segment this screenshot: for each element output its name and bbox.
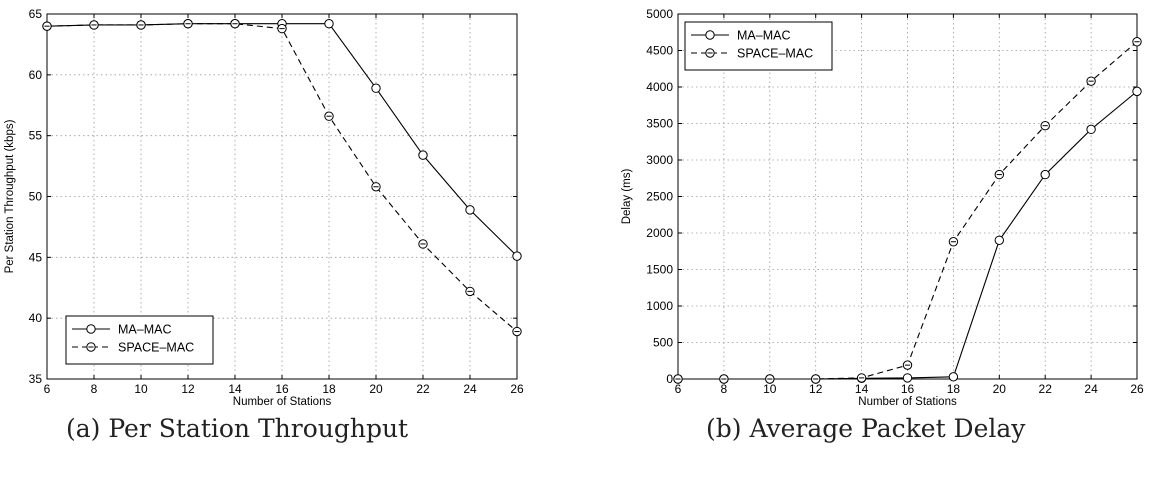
y-tick-label: 60 <box>29 68 43 82</box>
chart-caption: (a) Per Station Throughput <box>66 414 409 443</box>
chart-panel-throughput: 6 8 10 12 14 16 18 20 22 24 26 35 40 45 50 55 60 65 Number… <box>0 0 575 478</box>
legend-box <box>684 21 833 71</box>
y-tick-label: 2000 <box>646 226 673 240</box>
x-axis-label: Number of Stations <box>233 396 332 408</box>
x-tick-label: 14 <box>855 382 869 396</box>
x-tick-label: 8 <box>91 382 98 396</box>
y-tick-label: 50 <box>29 190 43 204</box>
y-axis-label: Delay (ms) <box>621 169 633 225</box>
x-tick-label: 26 <box>1130 382 1144 396</box>
y-tick-label: 45 <box>29 250 43 264</box>
data-point <box>1132 86 1142 97</box>
data-point <box>324 19 334 29</box>
data-point <box>1086 124 1096 135</box>
y-axis-label: Per Station Throughput (kbps) <box>4 119 16 273</box>
y-tick-label: 35 <box>29 372 43 386</box>
x-tick-label: 10 <box>134 382 148 396</box>
y-tick-label: 3000 <box>646 153 673 167</box>
throughput-chart: 6 8 10 12 14 16 18 20 22 24 26 35 40 45 50 55 60 65 Number… <box>4 7 524 408</box>
x-tick-label: 22 <box>416 382 430 396</box>
x-tick-label: 18 <box>322 382 336 396</box>
x-tick-label: 6 <box>44 382 51 396</box>
data-point <box>902 373 913 383</box>
y-tick-label: 65 <box>29 7 43 21</box>
legend-label: SPACE–MAC <box>118 341 194 355</box>
data-point <box>1040 169 1050 180</box>
x-tick-label: 8 <box>721 382 728 396</box>
data-point <box>465 205 475 215</box>
y-tick-label: 3500 <box>646 117 673 131</box>
legend-marker <box>86 324 96 334</box>
chart-caption: (b) Average Packet Delay <box>706 414 1026 443</box>
data-point <box>418 150 428 160</box>
x-tick-label: 20 <box>993 382 1007 396</box>
x-tick-label: 12 <box>181 382 195 396</box>
x-tick-label: 16 <box>901 382 915 396</box>
series-space-mac <box>42 19 522 337</box>
delay-chart: 6 8 10 12 14 16 18 20 22 24 26 0 500 1000 1500 2000 2500… <box>621 7 1144 408</box>
x-tick-label: 16 <box>275 382 289 396</box>
data-point <box>512 251 522 261</box>
x-tick-label: 10 <box>763 382 777 396</box>
y-tick-label: 0 <box>666 372 673 386</box>
legend-label: MA–MAC <box>118 323 171 337</box>
x-tick-label: 14 <box>228 382 242 396</box>
x-tick-label: 24 <box>463 382 477 396</box>
legend: MA–MAC SPACE–MAC <box>684 21 833 71</box>
y-tick-label: 4500 <box>646 44 673 58</box>
x-tick-label: 18 <box>947 382 961 396</box>
y-tick-label: 5000 <box>646 7 673 21</box>
series-line <box>678 41 1138 380</box>
x-tick-label: 24 <box>1084 382 1098 396</box>
y-tick-label: 1000 <box>646 299 673 313</box>
x-tick-label: 22 <box>1039 382 1053 396</box>
legend-box <box>65 315 214 365</box>
series-space-mac <box>673 37 1142 384</box>
x-tick-label: 26 <box>510 382 524 396</box>
y-tick-label: 4000 <box>646 80 673 94</box>
x-tick-label: 12 <box>809 382 823 396</box>
legend-marker <box>705 30 715 40</box>
y-tick-label: 500 <box>653 336 673 350</box>
data-point <box>371 83 381 93</box>
y-tick-label: 40 <box>29 311 43 325</box>
y-tick-label: 2500 <box>646 190 673 204</box>
legend-label: SPACE–MAC <box>737 47 813 61</box>
legend-label: MA–MAC <box>737 29 790 43</box>
x-tick-label: 20 <box>369 382 383 396</box>
y-tick-label: 55 <box>29 129 43 143</box>
chart-panel-delay: 6 8 10 12 14 16 18 20 22 24 26 0 500 1000 1500 2000 2500… <box>575 0 1150 478</box>
y-tick-label: 1500 <box>646 263 673 277</box>
x-tick-label: 6 <box>675 382 682 396</box>
data-point <box>948 372 959 382</box>
data-point <box>994 235 1004 246</box>
legend: MA–MAC SPACE–MAC <box>65 315 214 365</box>
x-axis-label: Number of Stations <box>858 396 957 408</box>
